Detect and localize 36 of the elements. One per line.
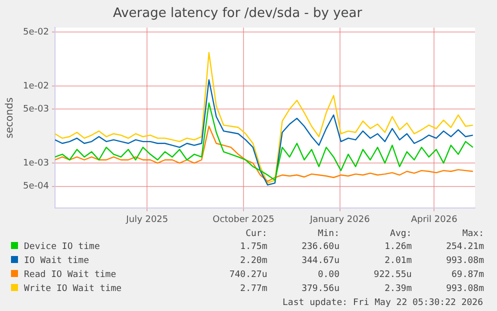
text: 379.56u [300,283,340,296]
text: Min: [316,228,340,240]
text: 1.26m [384,241,412,254]
y-axis-title: seconds [4,97,16,138]
text: 254.21m [445,241,484,254]
chart-title: Average latency for /dev/sda - by year [112,6,363,22]
text: 2.39m [384,283,412,296]
text: 740.27u [228,269,268,282]
text: Max: [461,228,484,240]
text: 2.77m [239,283,268,296]
legend-label: Device IO time [24,242,100,252]
text: 2.20m [239,255,268,268]
text: 2.01m [384,255,412,268]
x-tick-label: July 2025 [125,214,168,225]
text: 993.08m [445,255,484,268]
text: 69.87m [450,269,484,282]
text: Last update: Fri May 22 05:30:22 2026 [282,297,484,310]
text: Cur: [244,228,268,240]
y-tick-label: 1e-02 [22,81,49,92]
text: 0.00 [316,269,340,282]
y-tick-label: 5e-03 [22,104,49,114]
text: 922.55u [372,269,412,282]
legend-label: Write IO Wait time [24,284,122,294]
text: 236.60u [300,241,340,254]
y-tick-label: 5e-04 [22,182,50,192]
legend-label: Read IO Wait time [24,270,116,280]
text: Avg: [389,228,412,240]
x-tick-label: April 2026 [410,214,458,225]
x-tick-label: January 2026 [308,214,370,225]
text: 344.67u [300,255,340,268]
text: 1.75m [239,241,268,254]
legend-label: IO Wait time [24,256,90,266]
text: 993.08m [445,283,484,296]
x-tick-label: October 2025 [212,214,274,225]
y-tick-label: 5e-02 [22,27,49,38]
y-tick-label: 1e-03 [22,158,49,168]
